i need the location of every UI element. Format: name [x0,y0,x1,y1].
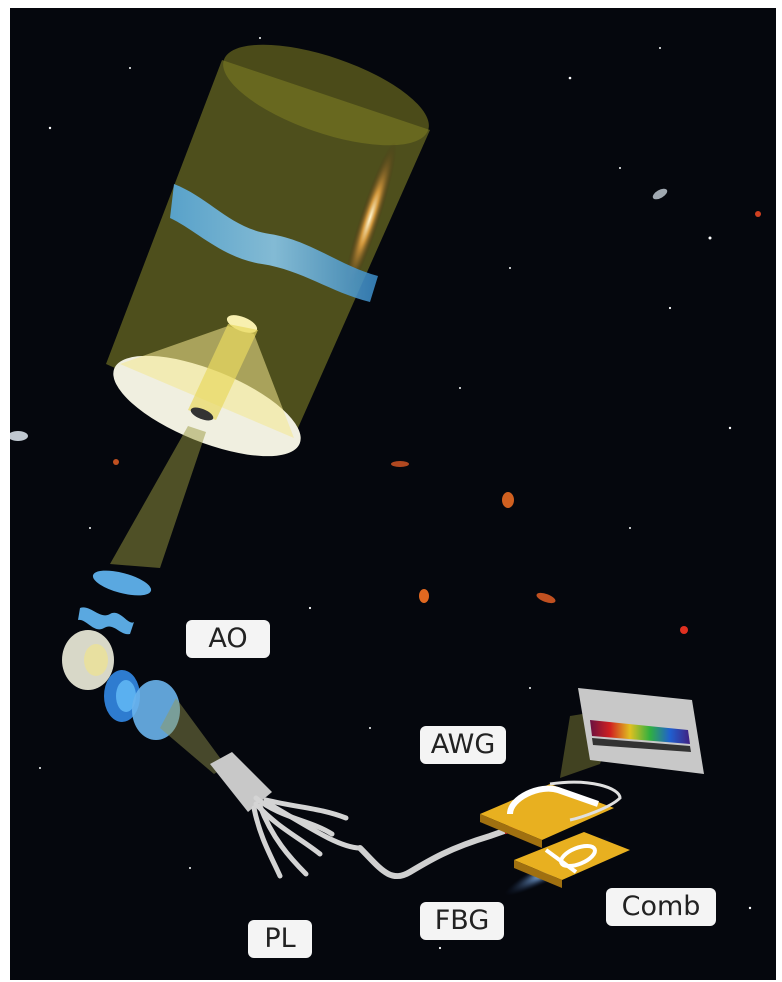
awg-chip-icon [480,780,622,848]
fiber-icon [357,819,533,880]
telescope [106,44,430,457]
comb-chip-icon [514,832,630,888]
adaptive-optics-lenses-icon [62,570,180,740]
astrophotonics-diagram: AO AWG PL FBG Comb [10,8,776,980]
light-beam [110,426,206,568]
photonic-lantern-icon [210,752,363,879]
galaxy-icon [343,141,397,295]
spectrum-detector-icon [578,688,704,774]
turbulent-wavefront-icon [170,184,378,302]
pl-label: PL [248,920,312,958]
star-field [39,37,752,950]
ao-label: AO [186,620,270,658]
fbg-label: FBG [420,902,504,940]
diagram-artwork [10,37,761,950]
awg-label: AWG [420,726,506,764]
comb-label: Comb [606,888,716,926]
